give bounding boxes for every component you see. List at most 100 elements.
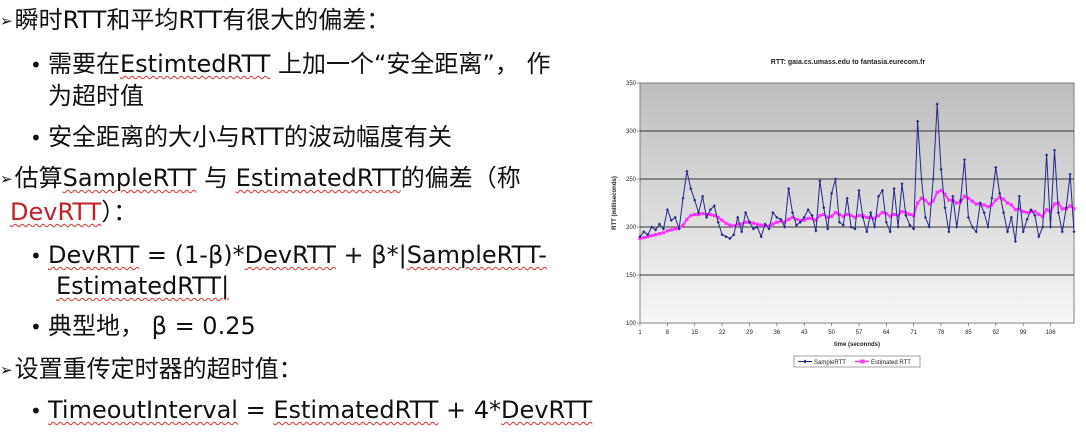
text-part: EstimtedRTT: [120, 50, 271, 78]
sample-rtt-point: [716, 220, 720, 224]
sample-rtt-point: [880, 188, 884, 193]
estimated-rtt-point: [736, 222, 740, 226]
bullet-timeout: ➢设置重传定时器的超时值：: [0, 354, 303, 387]
estimated-rtt-point: [962, 194, 967, 198]
x-tick-labels: 1 8 15 22 29 36 43 50 57 64 71 78 85 92 99 106: [638, 330, 1056, 336]
sample-rtt-point: [704, 215, 709, 219]
sample-rtt-point: [994, 165, 998, 170]
estimated-rtt-point: [826, 215, 830, 219]
estimated-rtt-point: [841, 214, 845, 218]
sample-rtt-point: [982, 211, 986, 215]
legend: SampleRTT Estimated RTT: [793, 355, 921, 368]
estimated-rtt-point: [994, 198, 998, 202]
estimated-rtt-point: [728, 223, 732, 227]
sample-rtt-point: [974, 230, 978, 234]
series-line-sample-rtt: [639, 104, 1075, 242]
x-tick-label: 22: [719, 330, 726, 336]
sample-rtt-point: [955, 225, 959, 229]
sample-rtt-point: [943, 206, 947, 210]
sample-rtt-point: [876, 194, 881, 198]
sample-rtt-point: [857, 188, 861, 193]
text-part: EstimatedRTT: [273, 396, 439, 424]
estimated-rtt-point: [896, 213, 900, 218]
sample-rtt-point: [861, 215, 865, 219]
estimated-rtt-point: [884, 212, 888, 216]
estimated-rtt-point: [701, 212, 705, 216]
estimated-rtt-point: [919, 196, 924, 200]
sample-rtt-point: [822, 206, 826, 210]
estimated-rtt-point: [1072, 207, 1076, 211]
estimated-rtt-point: [673, 227, 677, 231]
sample-rtt-point: [810, 213, 814, 218]
legend-label-estimated: Estimated RTT: [871, 360, 911, 366]
sample-rtt-point: [951, 194, 955, 198]
rtt-chart: RTT: gaia.cs.umass.edu to fantasia.eurec…: [600, 50, 1086, 380]
estimated-rtt-point: [689, 213, 693, 218]
dot-bullet-icon: •: [30, 126, 42, 150]
sample-rtt-point: [1041, 225, 1045, 229]
bullet-estimate-deviation: ➢估算SampleRTT 与 EstimatedRTT的偏差（称: [0, 163, 521, 196]
text-part: DevRTT: [244, 241, 336, 269]
estimated-rtt-point: [982, 203, 986, 207]
sample-rtt-point: [873, 225, 877, 229]
estimated-rtt-point: [755, 222, 759, 226]
text-part: SampleRTT: [62, 164, 197, 192]
estimated-rtt-point: [970, 199, 974, 203]
sub-bullet-margin-size: • 安全距离的大小与RTT的波动幅度有关: [30, 122, 452, 153]
x-tick-label: 15: [691, 330, 698, 336]
sample-rtt-point: [978, 201, 982, 205]
estimated-rtt-point: [876, 213, 881, 218]
bullet-instant-vs-average: ➢瞬时RTT和平均RTT有很大的偏差：: [0, 5, 390, 38]
estimated-rtt-point: [865, 215, 869, 219]
text-part: 的偏差（称: [400, 164, 521, 192]
series-group: [638, 102, 1076, 243]
estimated-rtt-point: [1021, 210, 1025, 214]
dot-bullet-icon: •: [30, 399, 42, 423]
sample-rtt-point: [767, 227, 771, 231]
x-tick-label: 92: [992, 330, 999, 336]
sample-rtt-point: [841, 223, 845, 227]
text-part: EstimatedRTT|: [56, 272, 230, 300]
bullet-estimate-deviation-cont: DevRTT）：: [10, 197, 137, 227]
sample-rtt-point: [724, 235, 728, 239]
estimated-rtt-point: [779, 219, 783, 223]
estimated-rtt-point: [939, 188, 943, 193]
x-tick-label: 43: [801, 330, 808, 336]
estimated-rtt-point: [900, 210, 904, 214]
estimated-rtt-point: [798, 218, 802, 222]
sub-bullet-devrtt-formula-cont: EstimatedRTT|: [56, 271, 229, 301]
estimated-rtt-point: [853, 215, 857, 219]
text-part: DevRTT: [501, 396, 593, 424]
sample-rtt-point: [931, 177, 935, 181]
sample-rtt-point: [790, 211, 795, 215]
arrow-bullet-icon: ➢: [0, 361, 13, 379]
estimated-rtt-point: [708, 212, 712, 217]
y-tick-label: 150: [626, 273, 637, 279]
estimated-rtt-point: [857, 213, 861, 218]
sample-rtt-point: [912, 227, 916, 231]
sample-rtt-point: [853, 227, 857, 231]
estimated-rtt-point: [830, 214, 834, 218]
sample-rtt-point: [1002, 211, 1006, 215]
text-part: =: [237, 396, 274, 424]
estimated-rtt-point: [810, 216, 814, 220]
estimated-rtt-point: [681, 223, 685, 227]
x-tick-label: 78: [938, 330, 945, 336]
sample-rtt-point: [689, 187, 693, 191]
sample-rtt-point: [657, 222, 662, 226]
sample-rtt-point: [802, 215, 806, 219]
estimated-rtt-point: [712, 213, 716, 218]
sample-rtt-point: [1033, 213, 1037, 218]
text-part: ）：: [101, 198, 138, 226]
estimated-rtt-point: [697, 212, 701, 217]
estimated-rtt-point: [955, 201, 959, 205]
text-part: SampleRTT-: [406, 241, 547, 269]
sample-rtt-point: [865, 230, 869, 234]
legend-label-sample: SampleRTT: [814, 360, 846, 366]
sample-rtt-point: [1009, 215, 1013, 219]
estimated-rtt-point: [740, 222, 744, 226]
estimated-rtt-point: [943, 192, 947, 196]
sample-rtt-point: [970, 225, 974, 229]
y-tick-label: 250: [626, 177, 637, 183]
estimated-rtt-point: [916, 201, 920, 205]
